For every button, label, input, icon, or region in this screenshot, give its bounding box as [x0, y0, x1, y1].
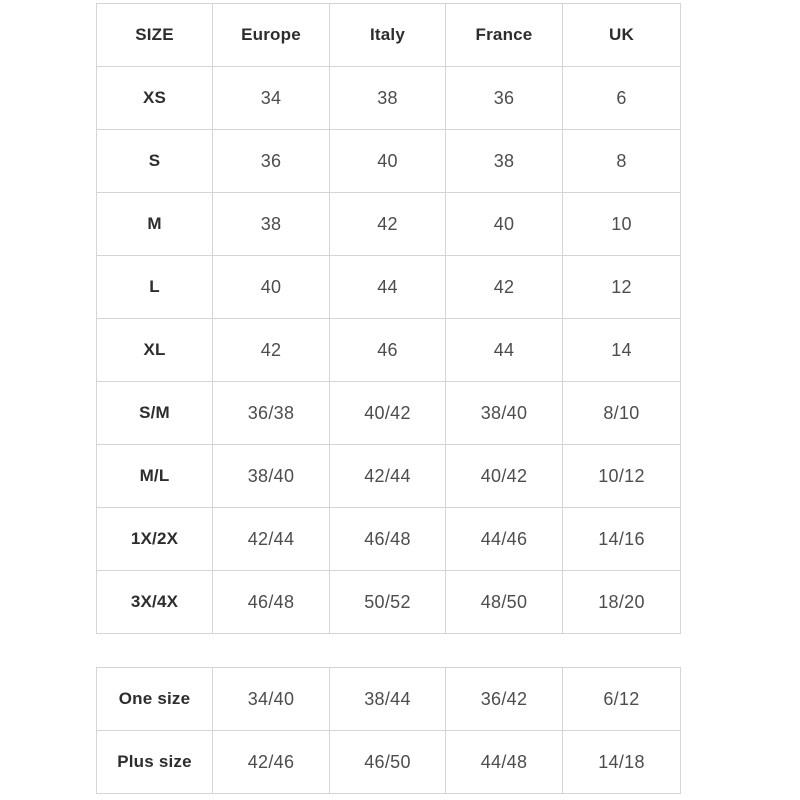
- table-cell: 36: [212, 129, 330, 193]
- table-cell: 48/50: [445, 570, 563, 634]
- table-cell: 38/40: [212, 444, 330, 508]
- table-row: XS 34 38 36 6: [96, 66, 681, 130]
- table-cell: 10/12: [562, 444, 681, 508]
- table-cell: 40/42: [445, 444, 563, 508]
- table-cell: 40: [445, 192, 563, 256]
- table-cell: 34/40: [212, 667, 330, 731]
- row-label: L: [96, 255, 213, 319]
- table-cell: 38/44: [329, 667, 446, 731]
- table-cell: 14: [562, 318, 681, 382]
- column-header-uk: UK: [562, 3, 681, 67]
- table-row: L 40 44 42 12: [96, 255, 681, 319]
- table-row: M 38 42 40 10: [96, 192, 681, 256]
- table-cell: 46/50: [329, 730, 446, 794]
- table-cell: 6/12: [562, 667, 681, 731]
- table-cell: 10: [562, 192, 681, 256]
- special-sizes-table: One size 34/40 38/44 36/42 6/12 Plus siz…: [96, 667, 681, 794]
- table-cell: 40: [212, 255, 330, 319]
- table-cell: 14/16: [562, 507, 681, 571]
- row-label: One size: [96, 667, 213, 731]
- column-header-italy: Italy: [329, 3, 446, 67]
- table-cell: 36: [445, 66, 563, 130]
- row-label: XS: [96, 66, 213, 130]
- row-label: 3X/4X: [96, 570, 213, 634]
- table-cell: 18/20: [562, 570, 681, 634]
- table-cell: 36/42: [445, 667, 563, 731]
- table-cell: 42: [445, 255, 563, 319]
- table-cell: 36/38: [212, 381, 330, 445]
- table-cell: 34: [212, 66, 330, 130]
- table-cell: 38/40: [445, 381, 563, 445]
- table-cell: 40: [329, 129, 446, 193]
- table-row: S 36 40 38 8: [96, 129, 681, 193]
- row-label: S: [96, 129, 213, 193]
- table-row: S/M 36/38 40/42 38/40 8/10: [96, 381, 681, 445]
- column-header-europe: Europe: [212, 3, 330, 67]
- table-row: M/L 38/40 42/44 40/42 10/12: [96, 444, 681, 508]
- table-row: Plus size 42/46 46/50 44/48 14/18: [96, 730, 681, 794]
- table-row: 3X/4X 46/48 50/52 48/50 18/20: [96, 570, 681, 634]
- table-cell: 44: [445, 318, 563, 382]
- table-cell: 6: [562, 66, 681, 130]
- table-cell: 38: [329, 66, 446, 130]
- table-cell: 14/18: [562, 730, 681, 794]
- row-label: M: [96, 192, 213, 256]
- column-header-size: SIZE: [96, 3, 213, 67]
- table-cell: 8/10: [562, 381, 681, 445]
- row-label: 1X/2X: [96, 507, 213, 571]
- column-header-france: France: [445, 3, 563, 67]
- table-cell: 46/48: [212, 570, 330, 634]
- row-label: XL: [96, 318, 213, 382]
- table-row: One size 34/40 38/44 36/42 6/12: [96, 667, 681, 731]
- table-cell: 38: [445, 129, 563, 193]
- table-cell: 38: [212, 192, 330, 256]
- row-label: S/M: [96, 381, 213, 445]
- size-conversion-table: SIZE Europe Italy France UK XS 34 38 36 …: [96, 3, 681, 634]
- table-cell: 42: [212, 318, 330, 382]
- table-cell: 40/42: [329, 381, 446, 445]
- table-cell: 42/46: [212, 730, 330, 794]
- table-cell: 44/48: [445, 730, 563, 794]
- table-cell: 46: [329, 318, 446, 382]
- row-label: M/L: [96, 444, 213, 508]
- table-cell: 42/44: [212, 507, 330, 571]
- table-cell: 44: [329, 255, 446, 319]
- table-cell: 42: [329, 192, 446, 256]
- table-cell: 8: [562, 129, 681, 193]
- table-cell: 44/46: [445, 507, 563, 571]
- table-row: XL 42 46 44 14: [96, 318, 681, 382]
- table-row: 1X/2X 42/44 46/48 44/46 14/16: [96, 507, 681, 571]
- table-cell: 42/44: [329, 444, 446, 508]
- table-cell: 50/52: [329, 570, 446, 634]
- row-label: Plus size: [96, 730, 213, 794]
- table-cell: 46/48: [329, 507, 446, 571]
- table-cell: 12: [562, 255, 681, 319]
- table-header-row: SIZE Europe Italy France UK: [96, 3, 681, 67]
